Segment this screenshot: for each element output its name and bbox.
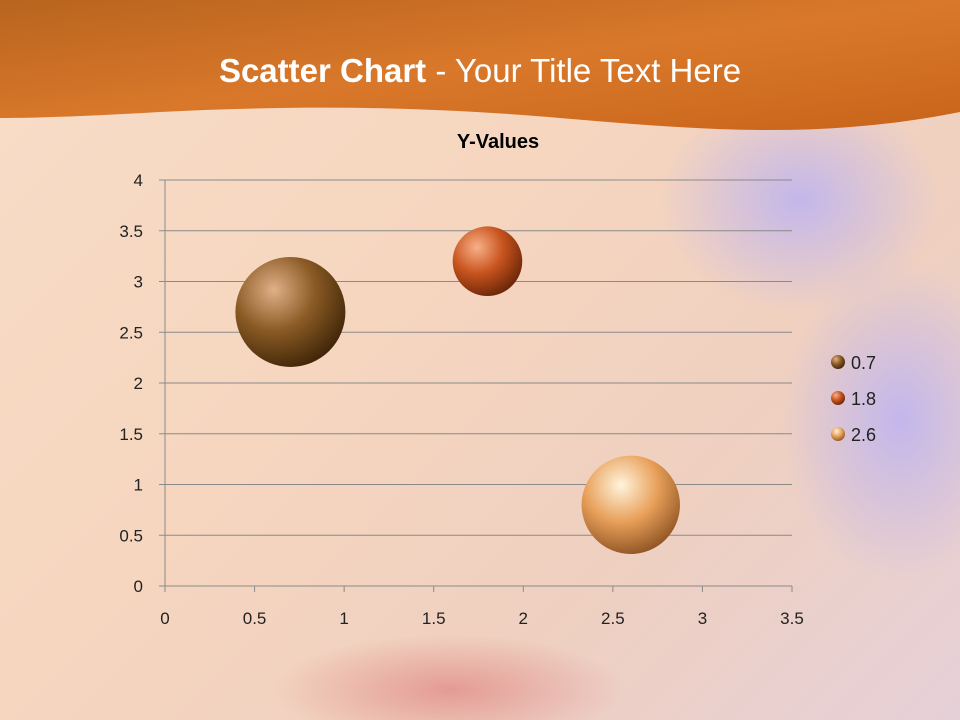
slide-title-bold: Scatter Chart <box>218 52 427 89</box>
slide-title: Scatter Chart - Your Title Text Here <box>0 52 960 90</box>
slide-title-rest: - Your Title Text Here <box>426 52 742 89</box>
bubble-1.8 <box>452 226 523 296</box>
x-tick-label: 0 <box>160 609 169 628</box>
bubble-2.6 <box>581 455 680 554</box>
x-tick-label: 0.5 <box>243 609 267 628</box>
x-tick-label: 3 <box>698 609 707 628</box>
x-tick-label: 3.5 <box>780 609 804 628</box>
legend-marker-0.7 <box>831 355 845 369</box>
y-tick-label: 1 <box>134 476 143 495</box>
x-tick-label: 1 <box>339 609 348 628</box>
legend-marker-2.6 <box>831 427 845 441</box>
bubble-0.7 <box>235 256 346 367</box>
y-tick-label: 3 <box>134 273 143 292</box>
y-tick-label: 1.5 <box>119 425 143 444</box>
x-tick-label: 1.5 <box>422 609 446 628</box>
y-tick-label: 2.5 <box>119 323 143 342</box>
legend-label: 1.8 <box>851 389 876 409</box>
y-tick-label: 2 <box>134 374 143 393</box>
legend-marker-1.8 <box>831 391 845 405</box>
slide-header-banner <box>0 0 960 131</box>
y-tick-label: 4 <box>134 171 143 190</box>
x-tick-label: 2 <box>519 609 528 628</box>
y-tick-label: 3.5 <box>119 222 143 241</box>
y-tick-label: 0.5 <box>119 526 143 545</box>
y-tick-label: 0 <box>134 577 143 596</box>
legend-label: 0.7 <box>851 353 876 373</box>
chart-title: Y-Values <box>457 131 539 153</box>
legend-label: 2.6 <box>851 425 876 445</box>
x-tick-label: 2.5 <box>601 609 625 628</box>
